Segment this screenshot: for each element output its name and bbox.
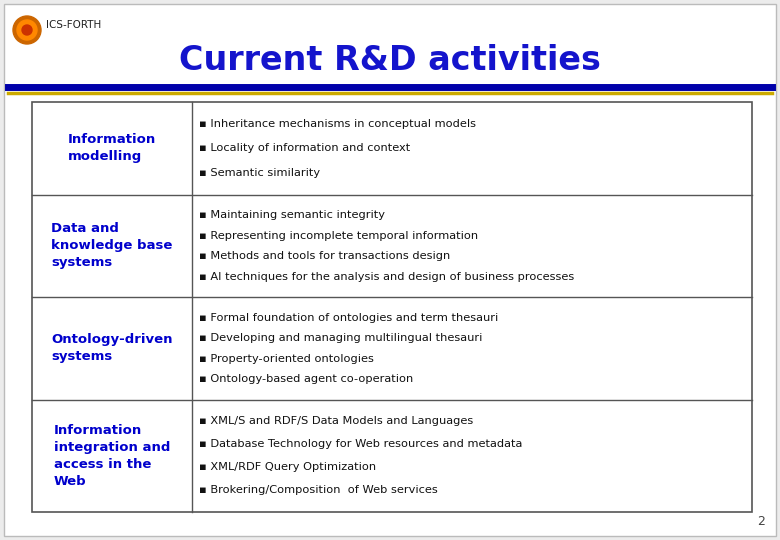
Text: ▪ Brokering/Composition  of Web services: ▪ Brokering/Composition of Web services — [199, 485, 438, 496]
Text: ▪ Formal foundation of ontologies and term thesauri: ▪ Formal foundation of ontologies and te… — [199, 313, 498, 322]
Text: Ontology-driven
systems: Ontology-driven systems — [51, 334, 172, 363]
Circle shape — [22, 25, 32, 35]
Text: ▪ XML/RDF Query Optimization: ▪ XML/RDF Query Optimization — [199, 462, 376, 472]
Text: ▪ Developing and managing multilingual thesauri: ▪ Developing and managing multilingual t… — [199, 333, 482, 343]
Text: ▪ Representing incomplete temporal information: ▪ Representing incomplete temporal infor… — [199, 231, 478, 241]
Text: Current R&D activities: Current R&D activities — [179, 44, 601, 78]
Text: ICS-FORTH: ICS-FORTH — [46, 20, 101, 30]
Text: Data and
knowledge base
systems: Data and knowledge base systems — [51, 222, 172, 269]
Text: ▪ Locality of information and context: ▪ Locality of information and context — [199, 143, 410, 153]
Text: ▪ Maintaining semantic integrity: ▪ Maintaining semantic integrity — [199, 210, 385, 220]
Text: ▪ Semantic similarity: ▪ Semantic similarity — [199, 167, 320, 178]
Text: ▪ Ontology-based agent co-operation: ▪ Ontology-based agent co-operation — [199, 374, 413, 384]
Circle shape — [17, 20, 37, 40]
FancyBboxPatch shape — [4, 4, 776, 536]
Text: Information
modelling: Information modelling — [68, 133, 156, 164]
Text: ▪ AI techniques for the analysis and design of business processes: ▪ AI techniques for the analysis and des… — [199, 272, 574, 282]
Text: ▪ XML/S and RDF/S Data Models and Languages: ▪ XML/S and RDF/S Data Models and Langua… — [199, 416, 473, 426]
Text: 2: 2 — [757, 515, 765, 528]
Text: Information
integration and
access in the
Web: Information integration and access in th… — [54, 424, 170, 488]
Text: ▪ Property-oriented ontologies: ▪ Property-oriented ontologies — [199, 354, 374, 364]
Text: ▪ Database Technology for Web resources and metadata: ▪ Database Technology for Web resources … — [199, 440, 523, 449]
FancyBboxPatch shape — [32, 102, 752, 512]
Text: ▪ Inheritance mechanisms in conceptual models: ▪ Inheritance mechanisms in conceptual m… — [199, 119, 476, 129]
Text: ▪ Methods and tools for transactions design: ▪ Methods and tools for transactions des… — [199, 251, 450, 261]
Circle shape — [13, 16, 41, 44]
